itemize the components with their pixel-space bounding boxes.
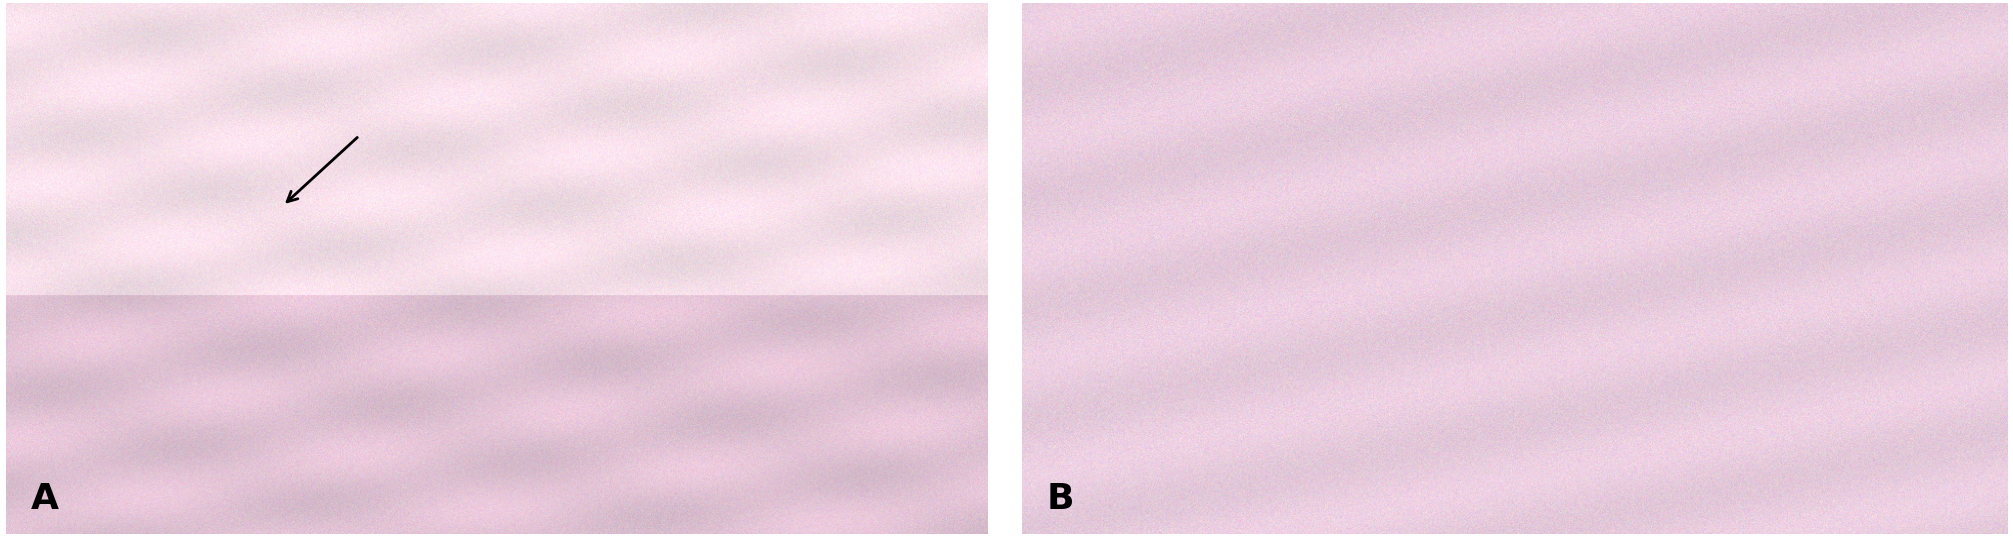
Text: A: A [30, 482, 58, 516]
Text: B: B [1047, 482, 1073, 516]
